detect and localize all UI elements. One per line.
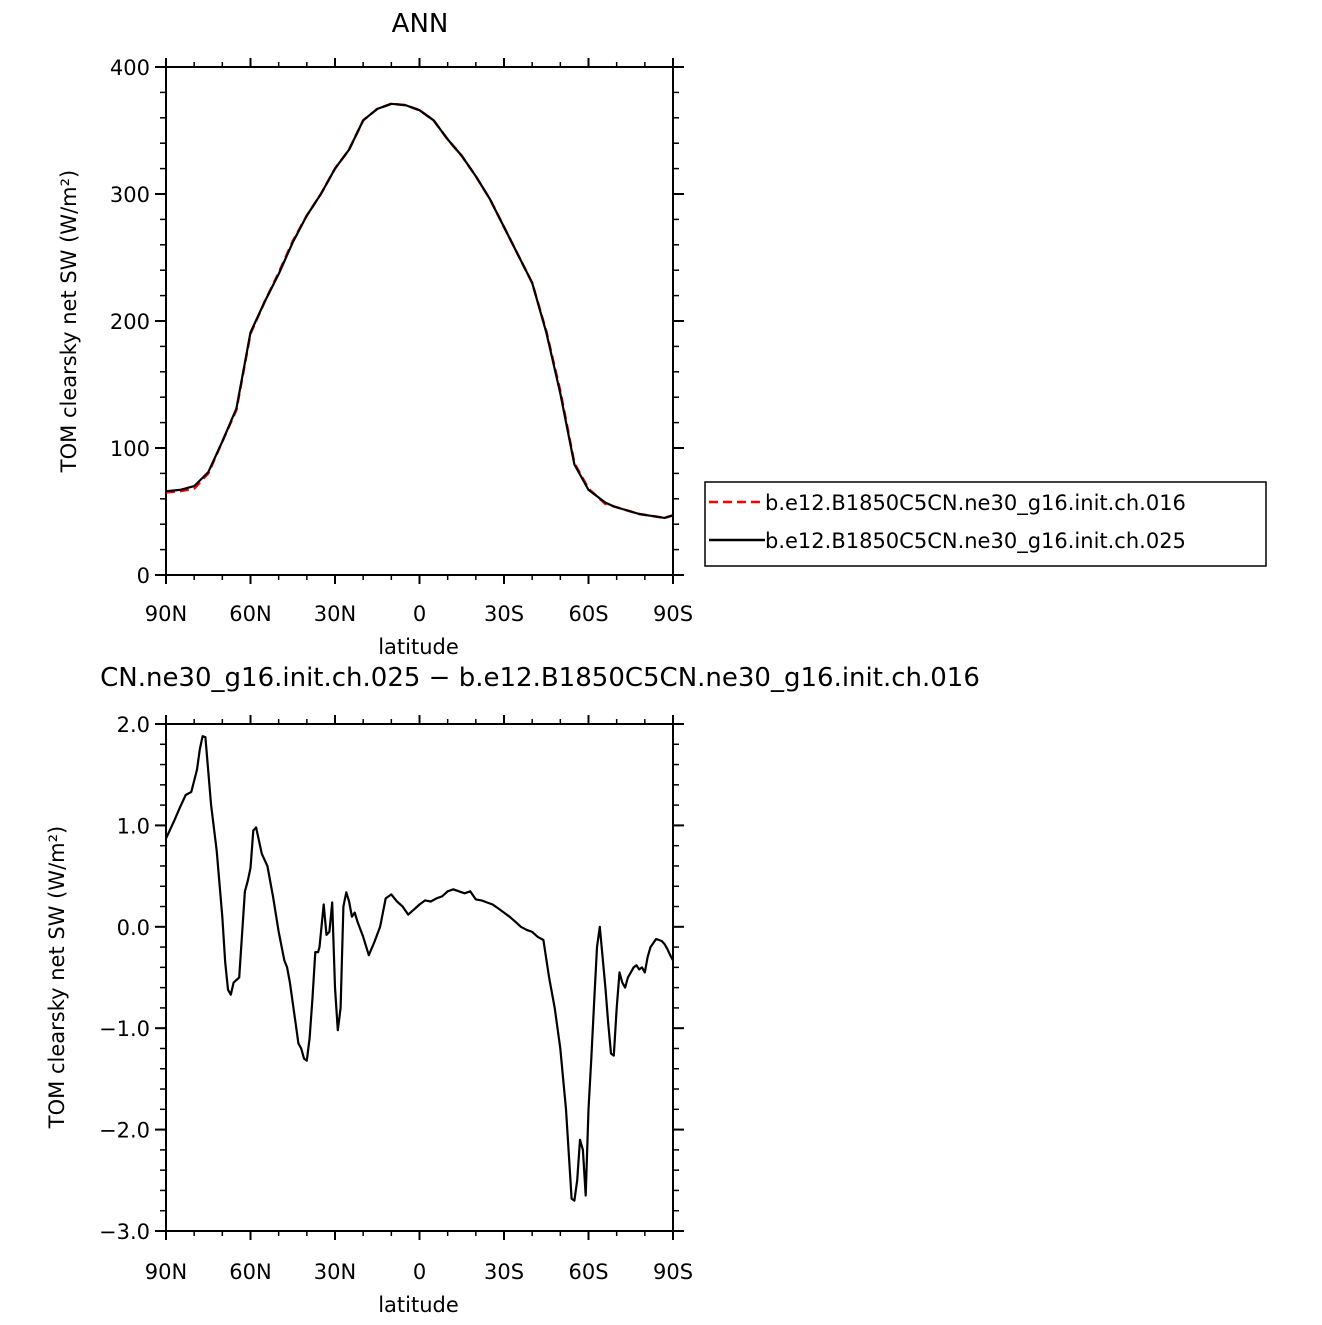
x-tick-label: 30S [484, 602, 524, 626]
x-tick-label: 60N [229, 1260, 271, 1284]
x-tick-label: 30S [484, 1260, 524, 1284]
y-tick-label: 0.0 [117, 916, 150, 940]
y-axis-label: TOM clearsky net SW (W/m²) [45, 826, 69, 1129]
y-tick-label: 200 [110, 310, 150, 334]
series-line-2 [165, 102, 674, 520]
legend-box [704, 481, 1267, 567]
y-tick-label: −2.0 [99, 1119, 150, 1143]
y-tick-label: 0 [137, 564, 150, 588]
legend-entry-1: b.e12.B1850C5CN.ne30_g16.init.ch.016 [765, 491, 1186, 516]
legend-entry-2: b.e12.B1850C5CN.ne30_g16.init.ch.025 [765, 529, 1186, 554]
x-tick-label: 90N [145, 1260, 187, 1284]
series-line-1 [165, 102, 674, 520]
x-tick-label: 60N [229, 602, 271, 626]
x-axis-label: latitude [378, 1293, 459, 1317]
y-tick-label: 2.0 [117, 713, 150, 737]
x-tick-label: 90N [145, 602, 187, 626]
y-tick-label: 300 [110, 183, 150, 207]
x-tick-label: 90S [653, 1260, 693, 1284]
y-axis-label: TOM clearsky net SW (W/m²) [57, 170, 81, 473]
x-axis-label: latitude [378, 635, 459, 659]
x-tick-label: 90S [653, 602, 693, 626]
panel-2: 90N 60N 30N 0 30S 60S 90S −3.0 −2.0 −1.0 0.0 1.0 2.0… [45, 663, 980, 1317]
plot-frame [165, 66, 674, 576]
y-tick-label: 1.0 [117, 814, 150, 838]
plot-frame [165, 723, 674, 1232]
x-tick-label: 0 [413, 1260, 426, 1284]
y-tick-label: 100 [110, 437, 150, 461]
chart-title: CN.ne30_g16.init.ch.025 − b.e12.B1850C5C… [100, 663, 980, 693]
x-tick-label: 60S [568, 1260, 608, 1284]
y-tick-label: −1.0 [99, 1017, 150, 1041]
x-tick-label: 0 [413, 602, 426, 626]
legend: b.e12.B1850C5CN.ne30_g16.init.ch.016 b.e1… [704, 481, 1267, 567]
x-tick-label: 30N [314, 1260, 356, 1284]
y-tick-label: 400 [110, 56, 150, 80]
panel-1: 90N 60N 30N 0 30S 60S 90S 0 100 200 300 400 ANN latit… [57, 9, 1267, 659]
x-tick-label: 30N [314, 602, 356, 626]
y-tick-label: −3.0 [99, 1220, 150, 1244]
x-tick-label: 60S [568, 602, 608, 626]
series-line-1 [165, 735, 674, 1202]
chart-title: ANN [392, 9, 449, 39]
